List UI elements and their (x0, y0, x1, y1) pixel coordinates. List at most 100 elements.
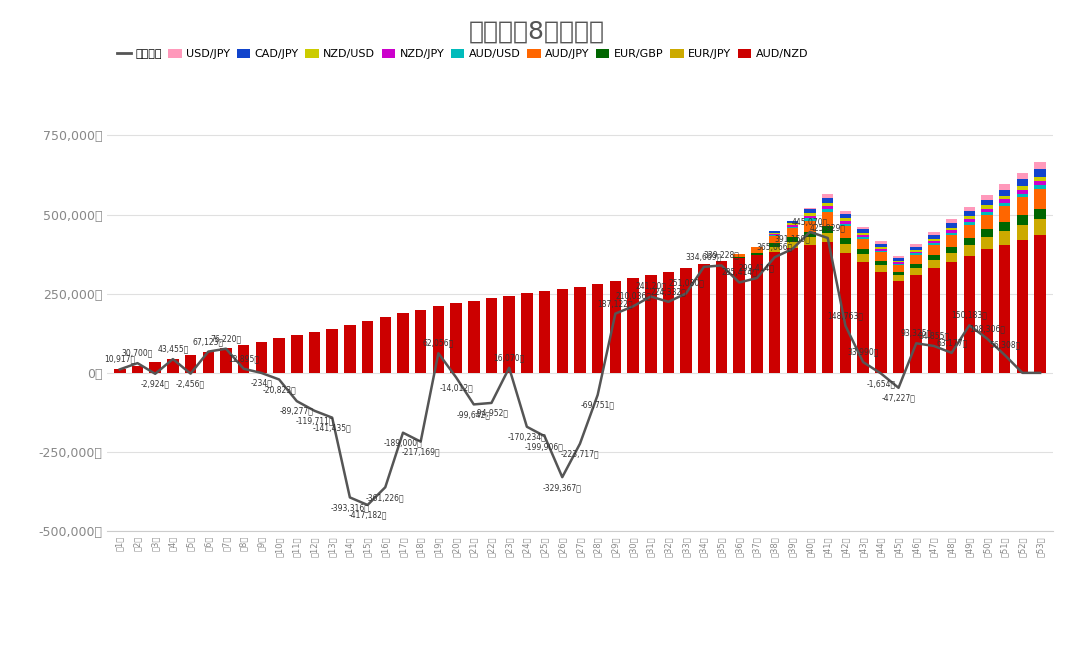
Bar (1034, 189, 1046, 208)
Text: -189,000円: -189,000円 (383, 438, 422, 448)
Text: -119,711円: -119,711円 (295, 416, 334, 426)
Bar (822, 226, 833, 232)
Bar (946, 235, 957, 246)
Bar (911, 268, 921, 275)
Text: 285,414円: 285,414円 (722, 268, 757, 277)
Bar (804, 213, 816, 216)
Bar (326, 329, 338, 373)
Text: -223,717円: -223,717円 (561, 450, 599, 458)
Bar (1034, 177, 1046, 181)
Bar (734, 258, 745, 373)
Bar (786, 220, 798, 223)
Bar (982, 195, 992, 200)
Bar (963, 224, 975, 238)
Bar (769, 231, 781, 233)
Bar (521, 293, 533, 373)
Bar (982, 229, 992, 237)
Bar (875, 250, 887, 252)
Bar (963, 219, 975, 222)
Bar (840, 210, 852, 214)
Bar (857, 254, 869, 262)
Bar (804, 216, 816, 218)
Bar (769, 233, 781, 234)
Bar (892, 261, 904, 262)
Bar (220, 349, 232, 373)
Bar (1034, 185, 1046, 189)
Bar (928, 255, 940, 260)
Text: 108,306円: 108,306円 (969, 324, 1005, 333)
Bar (556, 290, 568, 373)
Text: -361,226円: -361,226円 (366, 493, 405, 502)
Text: 365,066円: 365,066円 (756, 242, 793, 252)
Bar (273, 338, 285, 373)
Text: -20,823円: -20,823円 (262, 385, 296, 394)
Text: -170,234円: -170,234円 (508, 432, 547, 442)
Bar (786, 226, 798, 228)
Bar (344, 325, 355, 373)
Bar (786, 223, 798, 225)
Bar (804, 237, 816, 245)
Bar (645, 275, 656, 373)
Bar (999, 189, 1011, 196)
Bar (822, 194, 833, 198)
Bar (911, 246, 921, 250)
Bar (999, 196, 1011, 199)
Bar (928, 260, 940, 268)
Text: 93,325円: 93,325円 (901, 329, 932, 337)
Bar (963, 256, 975, 373)
Bar (751, 255, 763, 373)
Bar (857, 250, 869, 254)
Text: 210,036円: 210,036円 (615, 291, 651, 301)
Bar (982, 212, 992, 214)
Bar (928, 241, 940, 243)
Bar (875, 244, 887, 247)
Bar (946, 262, 957, 373)
Bar (1034, 219, 1046, 235)
Bar (1034, 208, 1046, 219)
Bar (911, 275, 921, 373)
Bar (168, 359, 178, 373)
Bar (1017, 240, 1028, 373)
Bar (892, 281, 904, 373)
Text: 334,669円: 334,669円 (685, 252, 722, 261)
Bar (1034, 181, 1046, 185)
Bar (804, 232, 816, 237)
Bar (681, 268, 692, 373)
Bar (114, 369, 126, 373)
Bar (911, 254, 921, 255)
Bar (946, 246, 957, 252)
Bar (963, 216, 975, 219)
Bar (840, 218, 852, 221)
Bar (875, 252, 887, 261)
Bar (822, 212, 833, 226)
Bar (822, 198, 833, 203)
Bar (822, 207, 833, 209)
Bar (982, 237, 992, 250)
Text: 43,455円: 43,455円 (157, 345, 189, 353)
Legend: 現実利益, USD/JPY, CAD/JPY, NZD/USD, NZD/JPY, AUD/USD, AUD/JPY, EUR/GBP, EUR/JPY, AU: 現実利益, USD/JPY, CAD/JPY, NZD/USD, NZD/JPY… (113, 44, 813, 64)
Bar (822, 232, 833, 242)
Bar (963, 211, 975, 216)
Text: 67,123円: 67,123円 (192, 337, 223, 346)
Bar (769, 243, 781, 247)
Text: -99,642円: -99,642円 (456, 410, 491, 419)
Text: 445,070円: 445,070円 (792, 217, 828, 226)
Bar (875, 247, 887, 249)
Text: -141,435円: -141,435円 (313, 424, 351, 432)
Bar (132, 366, 143, 373)
Bar (415, 309, 426, 373)
Bar (485, 298, 497, 373)
Bar (999, 203, 1011, 206)
Bar (982, 214, 992, 229)
Text: 339,228円: 339,228円 (703, 251, 740, 260)
Bar (1034, 162, 1046, 169)
Bar (822, 242, 833, 373)
Bar (786, 228, 798, 237)
Bar (468, 301, 479, 373)
Bar (1017, 197, 1028, 216)
Bar (397, 313, 409, 373)
Bar (804, 209, 816, 213)
Bar (379, 317, 391, 373)
Bar (804, 218, 816, 220)
Bar (892, 272, 904, 276)
